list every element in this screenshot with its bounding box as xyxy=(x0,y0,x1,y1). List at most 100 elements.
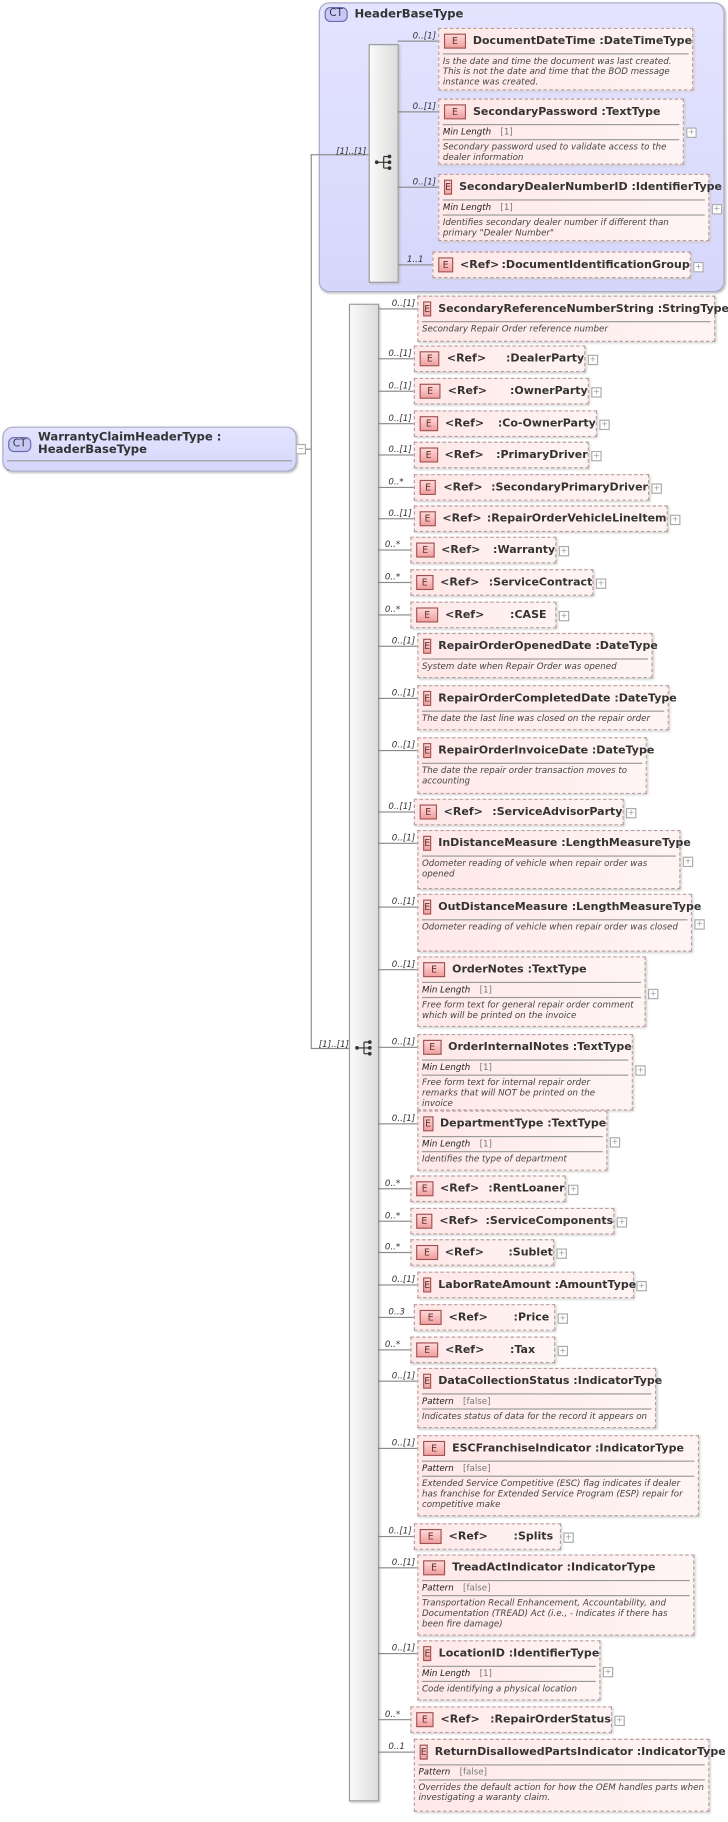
element-laborrateamount[interactable]: E LaborRateAmount : AmountType xyxy=(417,1271,636,1299)
element-secondaryreferencenumberstring[interactable]: E SecondaryReferenceNumberString : String… xyxy=(417,295,728,342)
ref-label: <Ref> xyxy=(440,1182,480,1196)
expand-icon[interactable]: + xyxy=(686,126,697,138)
element-repairorderinvoicedate[interactable]: E RepairOrderInvoiceDate : DateType The da… xyxy=(417,737,654,795)
expand-icon[interactable]: + xyxy=(636,1280,647,1292)
element-icon: E xyxy=(423,1646,432,1662)
facet-row: Min Length [1] xyxy=(418,1667,599,1681)
element-escfranchiseindicator[interactable]: E ESCFranchiseIndicator : IndicatorType Pa… xyxy=(417,1435,699,1517)
element-dealerparty[interactable]: E <Ref>: DealerParty xyxy=(413,345,586,373)
connector xyxy=(377,1188,411,1190)
element-ownerparty[interactable]: E <Ref>: OwnerParty xyxy=(413,377,589,405)
sequence-compositor-icon[interactable] xyxy=(355,1040,374,1056)
expand-icon[interactable]: + xyxy=(682,856,694,867)
divider xyxy=(421,762,643,764)
element-co-ownerparty[interactable]: E <Ref>: Co-OwnerParty xyxy=(413,410,597,438)
expand-icon[interactable]: + xyxy=(591,450,602,462)
element-returndisallowedpartsindicator[interactable]: E ReturnDisallowedPartsIndicator : Indica… xyxy=(413,1738,726,1812)
element-tax[interactable]: E <Ref>: Tax xyxy=(410,1336,556,1364)
expand-icon[interactable]: + xyxy=(595,578,607,589)
root-complex-type[interactable]: CT WarrantyClaimHeaderType : HeaderBaseT… xyxy=(2,426,297,473)
element-description: Secondary password used to validate acce… xyxy=(442,141,667,163)
element-icon: E xyxy=(419,511,436,527)
element-secondarydealernumberid[interactable]: E SecondaryDealerNumberID : IdentifierTyp… xyxy=(438,173,722,242)
element-name: SecondaryPassword xyxy=(472,105,598,119)
expand-icon[interactable]: + xyxy=(616,1217,628,1228)
element-header: E OrderNotes : TextType xyxy=(418,957,644,981)
expand-icon[interactable]: + xyxy=(587,354,599,366)
collapse-icon[interactable]: − xyxy=(295,443,307,455)
expand-icon[interactable]: + xyxy=(651,483,662,494)
complex-type-extension-icon: CT xyxy=(8,436,32,452)
colon: : xyxy=(513,1311,518,1324)
element-repairorderstatus[interactable]: E <Ref>: RepairOrderStatus xyxy=(410,1706,613,1734)
expand-icon[interactable]: + xyxy=(557,1345,569,1357)
cardinality: 0..* xyxy=(384,1708,401,1720)
expand-icon[interactable]: + xyxy=(711,204,723,215)
element-servicecontract[interactable]: E <Ref>: ServiceContract xyxy=(410,569,594,596)
expand-icon[interactable]: + xyxy=(568,1184,579,1196)
connector xyxy=(397,111,439,113)
element-secondaryprimarydriver[interactable]: E <Ref>: SecondaryPrimaryDriver xyxy=(413,474,650,501)
element-splits[interactable]: E <Ref>: Splits xyxy=(413,1523,562,1550)
element-icon: E xyxy=(423,899,432,915)
colon: : xyxy=(510,1343,515,1357)
element-sublet[interactable]: E <Ref>: Sublet xyxy=(410,1239,555,1266)
expand-icon[interactable]: + xyxy=(693,261,704,272)
element-locationid[interactable]: E LocationID : IdentifierType Min Length [1… xyxy=(417,1640,601,1701)
divider xyxy=(421,1595,690,1597)
expand-icon[interactable]: + xyxy=(635,1065,646,1076)
expand-icon[interactable]: + xyxy=(591,387,602,398)
expand-icon[interactable]: + xyxy=(614,1715,625,1727)
expand-icon[interactable]: + xyxy=(599,419,610,431)
expand-icon[interactable]: + xyxy=(670,514,681,526)
element-documentdatetime[interactable]: E DocumentDateTime : DateTimeType Is the d… xyxy=(438,27,694,91)
element-rentloaner[interactable]: E <Ref>: RentLoaner xyxy=(410,1175,566,1203)
sequence-compositor-icon[interactable] xyxy=(374,154,393,170)
expand-icon[interactable]: + xyxy=(625,807,637,819)
element-repairordervehiclelineitem[interactable]: E <Ref>: RepairOrderVehicleLineItem xyxy=(413,505,668,533)
expand-icon[interactable]: + xyxy=(557,1313,569,1324)
expand-icon[interactable]: + xyxy=(694,919,705,930)
element-departmenttype[interactable]: E DepartmentType : TextType Min Length [1] I… xyxy=(417,1110,608,1171)
element-warranty[interactable]: E <Ref>: Warranty xyxy=(410,536,557,564)
element-outdistancemeasure[interactable]: E OutDistanceMeasure : LengthMeasureType O… xyxy=(417,893,701,952)
element-orderinternalnotes[interactable]: E OrderInternalNotes : TextType Min Length… xyxy=(417,1034,633,1111)
expand-icon[interactable]: + xyxy=(558,545,570,557)
element-type: TextType xyxy=(577,1040,632,1054)
element-secondarypassword[interactable]: E SecondaryPassword : TextType Min Length [… xyxy=(438,98,684,165)
element-repairordercompleteddate[interactable]: E RepairOrderCompletedDate : DateType The … xyxy=(417,685,677,731)
element-primarydriver[interactable]: E <Ref>: PrimaryDriver xyxy=(413,441,589,469)
element-repairorderopeneddate[interactable]: E RepairOrderOpenedDate : DateType System … xyxy=(417,632,658,679)
ref-label: <Ref> xyxy=(444,448,484,462)
element-case[interactable]: E <Ref>: CASE xyxy=(410,601,557,629)
element-documentidentificationgroup[interactable]: E <Ref>: DocumentIdentificationGroup xyxy=(432,251,691,279)
colon: : xyxy=(523,963,532,977)
element-description: The date the repair order transaction mo… xyxy=(421,765,628,786)
connector xyxy=(377,549,411,551)
expand-icon[interactable]: + xyxy=(563,1532,574,1543)
cardinality: 0..1 xyxy=(388,1741,405,1752)
element-serviceadvisorparty[interactable]: E <Ref>: ServiceAdvisorParty xyxy=(413,798,624,826)
expand-icon[interactable]: + xyxy=(556,1248,567,1259)
divider xyxy=(421,1136,603,1138)
element-treadactindicator[interactable]: E TreadActIndicator : IndicatorType Patter… xyxy=(417,1554,695,1636)
element-header: E <Ref>: CASE xyxy=(412,603,556,627)
connector xyxy=(377,581,411,584)
element-servicecomponents[interactable]: E <Ref>: ServiceComponents xyxy=(410,1207,615,1235)
connector xyxy=(377,1653,418,1655)
element-description: Indicates status of data for the record … xyxy=(421,1410,648,1422)
element-header: E <Ref>: Co-OwnerParty xyxy=(415,412,596,436)
element-ordernotes[interactable]: E OrderNotes : TextType Min Length [1] Free … xyxy=(417,956,646,1028)
connector xyxy=(377,1046,418,1048)
expand-icon[interactable]: + xyxy=(647,988,659,999)
element-type: IndicatorType xyxy=(641,1745,726,1759)
element-name: DataCollectionStatus xyxy=(438,1374,570,1388)
element-indistancemeasure[interactable]: E InDistanceMeasure : LengthMeasureType Od… xyxy=(417,829,691,890)
element-icon: E xyxy=(423,743,432,759)
expand-icon[interactable]: + xyxy=(558,610,570,622)
element-datacollectionstatus[interactable]: E DataCollectionStatus : IndicatorType Pat… xyxy=(417,1367,662,1429)
expand-icon[interactable]: + xyxy=(602,1666,614,1678)
colon: : xyxy=(491,481,496,494)
element-price[interactable]: E <Ref>: Price xyxy=(413,1304,556,1331)
expand-icon[interactable]: + xyxy=(609,1137,621,1148)
